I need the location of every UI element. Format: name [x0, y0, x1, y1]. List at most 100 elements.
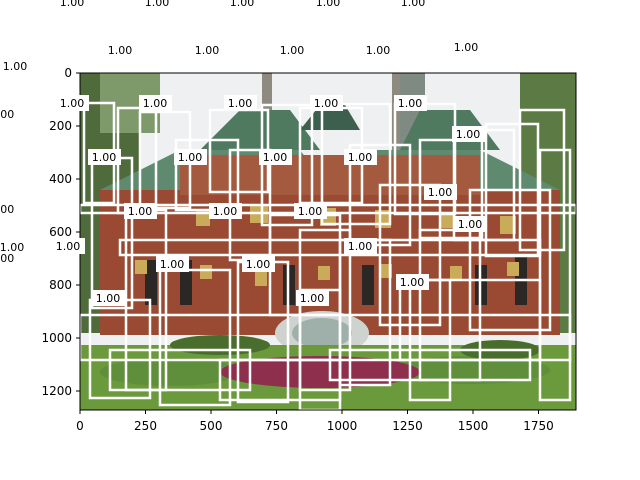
detection-box — [518, 108, 566, 252]
detection-box — [468, 188, 552, 332]
x-axis-ticks: 0 250 500 750 1000 1250 1500 1750 — [76, 410, 554, 433]
x-tick-label: 1500 — [458, 419, 489, 433]
x-tick-label: 750 — [265, 419, 288, 433]
score-label-text: 1.00 — [348, 151, 373, 164]
outside-score-label: 1.00 — [280, 44, 305, 57]
score-label-bg — [92, 290, 125, 306]
score-label-text: 1.00 — [178, 151, 203, 164]
score-label-bg — [224, 95, 257, 111]
y-tick-label: 400 — [49, 172, 72, 186]
score-label-text: 1.00 — [314, 97, 339, 110]
y-tick-label: 0 — [64, 66, 72, 80]
score-label: 1.00 — [52, 238, 85, 254]
score-label-bg — [296, 290, 329, 306]
detection-box — [538, 148, 572, 402]
outside-score-label: 1.00 — [60, 0, 85, 9]
score-label-text: 1.00 — [298, 205, 323, 218]
score-label: 1.00 — [452, 126, 485, 142]
score-label-text: 1.00 — [263, 151, 288, 164]
score-label-bg — [294, 203, 327, 219]
score-label-bg — [56, 95, 89, 111]
outside-score-label: 1.00 — [401, 0, 426, 9]
outside-score-label: 1.00 — [0, 203, 14, 216]
score-label-bg — [394, 95, 427, 111]
score-label-bg — [139, 95, 172, 111]
detection-score-labels: 1.00 1.00 1.00 1.00 1.00 1.00 1.00 1.00 1.00 1.00… — [0, 0, 487, 306]
score-label-text: 1.00 — [348, 240, 373, 253]
detection-box — [408, 278, 452, 402]
score-label: 1.00 — [156, 256, 189, 272]
detection-box — [328, 348, 532, 382]
outside-score-label: 1.00 — [316, 0, 341, 9]
y-axis-ticks: 0 200 400 600 800 1000 1200 — [41, 66, 80, 398]
score-label-bg — [396, 274, 429, 290]
outside-score-label: 1.00 — [454, 41, 479, 54]
score-label-bg — [310, 95, 343, 111]
outside-score-label: 1.00 — [195, 44, 220, 57]
detection-box — [80, 313, 572, 362]
score-label-text: 1.00 — [398, 97, 423, 110]
x-tick-label: 1750 — [523, 419, 554, 433]
score-label-text: 1.00 — [428, 186, 453, 199]
outside-score-label: 1.00 — [0, 108, 14, 121]
score-label-bg — [242, 256, 275, 272]
score-label-bg — [52, 238, 85, 254]
score-label: 1.00 — [174, 149, 207, 165]
score-label-bg — [156, 256, 189, 272]
score-label-text: 1.00 — [246, 258, 271, 271]
x-tick-label: 250 — [134, 419, 157, 433]
score-label-bg — [452, 126, 485, 142]
x-tick-label: 0 — [76, 419, 84, 433]
x-tick-label: 1250 — [392, 419, 423, 433]
score-label-bg — [344, 238, 377, 254]
score-label: 1.00 — [296, 290, 329, 306]
detection-box — [118, 238, 542, 257]
score-label-text: 1.00 — [456, 128, 481, 141]
score-label-text: 1.00 — [56, 240, 81, 253]
x-tick-label: 1000 — [327, 419, 358, 433]
score-label-bg — [88, 149, 121, 165]
detection-box — [158, 268, 232, 407]
score-label: 1.00 — [344, 238, 377, 254]
score-label-text: 1.00 — [92, 151, 117, 164]
score-label: 1.00 — [344, 149, 377, 165]
score-label-bg — [259, 149, 292, 165]
y-tick-label: 600 — [49, 225, 72, 239]
score-label: 1.00 — [394, 95, 427, 111]
score-label: 1.00 — [259, 149, 292, 165]
score-label-text: 1.00 — [60, 97, 85, 110]
score-label: 1.00 — [310, 95, 343, 111]
outside-score-label: 1.00 — [3, 60, 28, 73]
score-label-text: 1.00 — [458, 218, 483, 231]
outside-score-label: 1.00 — [230, 0, 255, 9]
score-label-text: 1.00 — [160, 258, 185, 271]
outside-score-label: 1.00 — [145, 0, 170, 9]
score-label: 1.00 — [56, 95, 89, 111]
detection-box — [108, 348, 252, 392]
score-label-bg — [344, 149, 377, 165]
score-label-text: 1.00 — [228, 97, 253, 110]
detection-box — [80, 203, 576, 215]
score-label-text: 1.00 — [400, 276, 425, 289]
score-label: 1.00 — [209, 203, 242, 219]
y-tick-label: 200 — [49, 119, 72, 133]
score-label: 1.00 — [88, 149, 121, 165]
score-label-bg — [424, 184, 457, 200]
score-label-text: 1.00 — [143, 97, 168, 110]
score-label: 1.00 — [124, 203, 157, 219]
outside-score-label: 1.00 — [0, 252, 14, 265]
score-label-text: 1.00 — [96, 292, 121, 305]
detection-box — [174, 138, 240, 212]
x-tick-label: 500 — [200, 419, 223, 433]
detection-box — [320, 102, 392, 226]
score-label-text: 1.00 — [213, 205, 238, 218]
outside-score-label: 1.00 — [108, 44, 133, 57]
outside-score-label: 1.00 — [366, 44, 391, 57]
score-label-bg — [124, 203, 157, 219]
score-label-text: 1.00 — [128, 205, 153, 218]
score-label: 1.00 — [242, 256, 275, 272]
y-tick-label: 800 — [49, 278, 72, 292]
score-label: 1.00 — [294, 203, 327, 219]
score-label: 1.00 — [454, 216, 487, 232]
score-label-bg — [454, 216, 487, 232]
